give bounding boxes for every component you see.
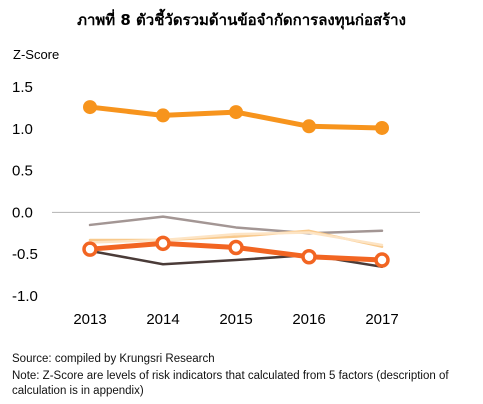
y-tick-label: 1.5: [12, 79, 33, 96]
data-point: [155, 235, 171, 252]
data-point: [156, 108, 170, 123]
y-tick-label: 0.0: [12, 204, 33, 221]
x-tick-label: 2016: [292, 311, 325, 328]
chart-title: ภาพที่ 8 ตัวชี้วัดรวมด้านข้อจำกัดการลงทุ…: [77, 11, 406, 29]
y-tick-labels: 1.5 1.0 0.5 0.0 -0.5 -1.0: [12, 79, 38, 305]
data-point: [374, 252, 390, 268]
data-point: [301, 248, 317, 265]
series-line-4: [88, 215, 384, 235]
y-tick-label: 0.5: [12, 163, 33, 180]
x-tick-label: 2013: [73, 311, 106, 328]
y-axis-label: Z-Score: [13, 47, 60, 62]
series-markers: [82, 100, 390, 268]
y-tick-label: -0.5: [12, 246, 38, 263]
y-tick-label: -1.0: [12, 288, 38, 305]
data-point: [375, 120, 389, 135]
x-tick-label: 2014: [146, 311, 179, 328]
y-tick-label: 1.0: [12, 121, 33, 138]
x-tick-label: 2015: [219, 311, 252, 328]
x-tick-label: 2017: [365, 311, 398, 328]
data-point: [302, 119, 316, 134]
data-point: [82, 241, 98, 257]
data-point: [228, 239, 244, 256]
data-point: [83, 100, 97, 115]
footnote: Note: Z-Score are levels of risk indicat…: [12, 370, 449, 397]
source-note: Source: compiled by Krungsri Research: [12, 353, 215, 365]
series-line-6: [88, 231, 384, 247]
data-point: [229, 105, 243, 120]
x-tick-labels: 2013 2014 2015 2016 2017: [73, 311, 398, 328]
